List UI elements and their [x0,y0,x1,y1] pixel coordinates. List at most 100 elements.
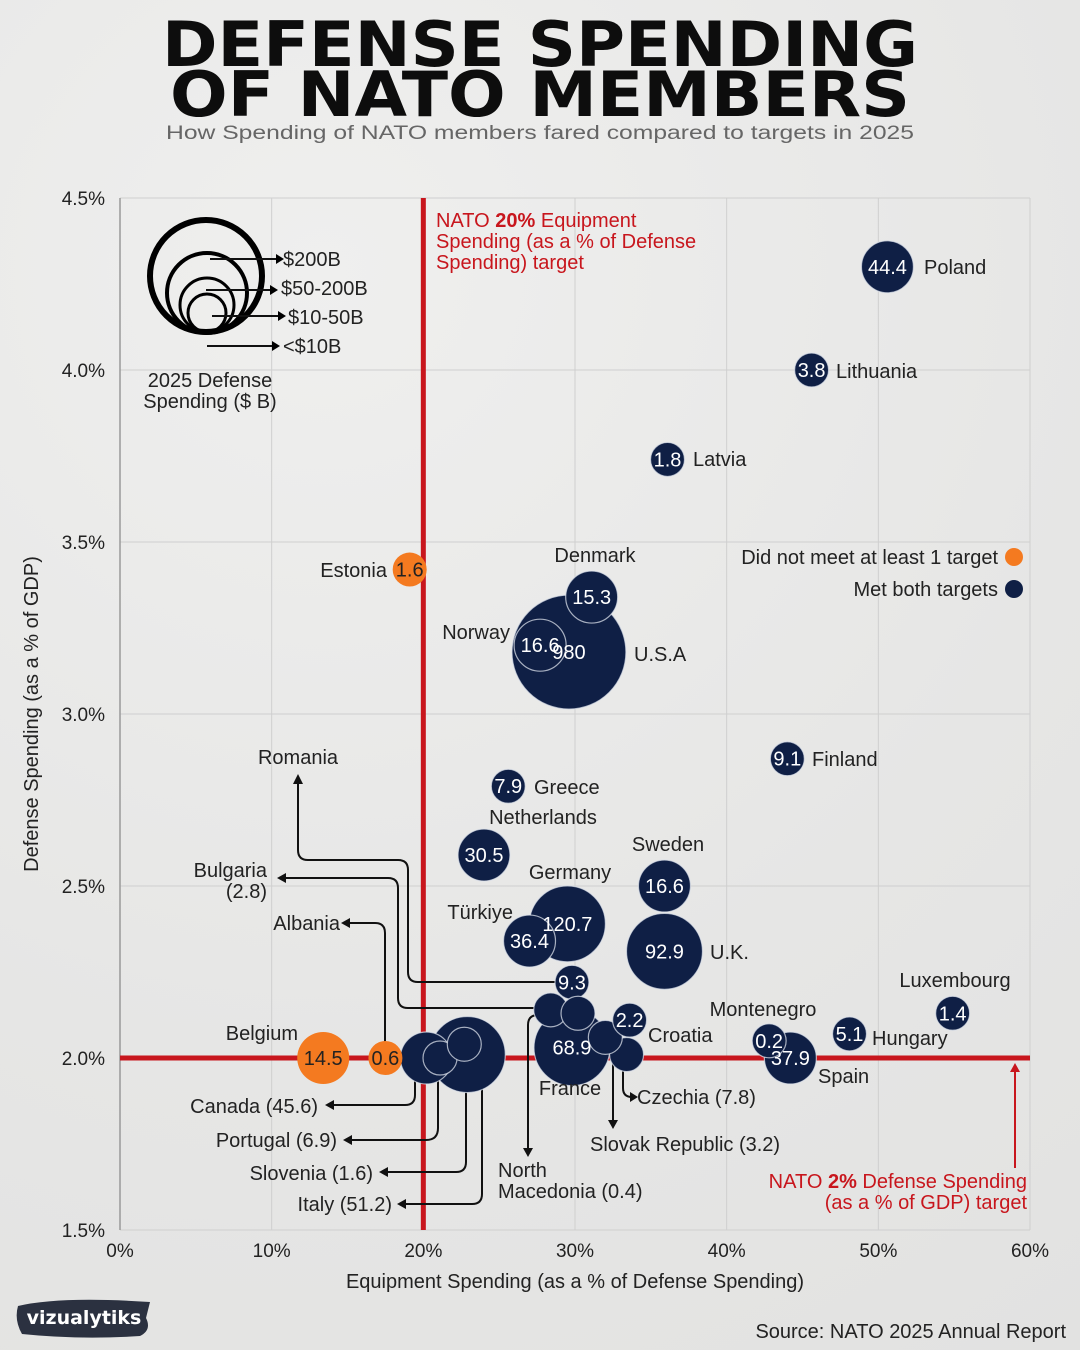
color-legend-dot-met [1005,580,1023,598]
country-label-portugal: Portugal (6.9) [216,1130,337,1152]
title-line-2: OF NATO MEMBERS [170,58,910,131]
bubble-albania [368,1041,403,1075]
country-label-latvia: Latvia [693,449,747,471]
leader-arrowhead-czechia [630,1092,638,1102]
callout-leaders [277,774,638,1209]
leader-arrowhead-north-macedonia [523,1148,533,1157]
country-label-canada: Canada (45.6) [190,1096,318,1118]
leader-arrowhead-italy [397,1199,406,1209]
leader-portugal [350,1062,439,1141]
tick-labels: 0% 10% 20% 30% 40% 50% 60% 1.5% 2.0% 2.5% 3.0% 3.5%… [62,189,1049,1262]
size-legend-label-10-50b: $10-50B [288,307,364,329]
value-label-spain: 37.9 [771,1048,810,1070]
x-axis-title: Equipment Spending (as a % of Defense Sp… [346,1271,804,1293]
country-label-poland: Poland [924,257,986,279]
bubble-slovak-republic [587,1019,623,1055]
bubble-sweden [637,859,692,913]
value-label-denmark: 15.3 [572,587,611,609]
country-label-albania: Albania [273,913,341,935]
country-label-finland: Finland [812,749,878,771]
size-legend-arrows [206,258,278,347]
x-tick-label: 20% [404,1241,442,1262]
equipment-target-annotation: NATO 20% Equipment [436,210,637,232]
country-value-bulgaria: (2.8) [226,881,267,903]
value-label-netherlands: 30.5 [465,845,504,867]
value-label-estonia: 1.6 [396,560,424,582]
bubble-greece [490,768,526,804]
size-legend: $200B $50-200B $10-50B <$10B 2025 Defens… [143,217,368,413]
value-label-croatia: 2.2 [616,1010,644,1032]
country-label-spain: Spain [818,1066,869,1088]
source-note: Source: NATO 2025 Annual Report [755,1321,1066,1343]
x-tick-label: 60% [1011,1241,1049,1262]
bubble-u-k- [625,912,704,990]
color-legend: Did not meet at least 1 target Met both … [741,547,1023,601]
leader-arrowhead-albania [341,918,350,928]
country-label-line2-north-macedonia: Macedonia (0.4) [498,1181,643,1203]
country-label-lithuania: Lithuania [836,361,918,383]
leader-canada [332,1075,416,1106]
country-label-italy: Italy (51.2) [298,1194,392,1216]
country-label-luxembourg: Luxembourg [899,970,1010,992]
country-label-estonia: Estonia [320,560,388,582]
logo-text: vizualytiks [27,1307,142,1329]
bubbles [297,240,971,1094]
title-line-1: DEFENSE SPENDING [162,8,918,81]
color-legend-label-not-met: Did not meet at least 1 target [741,547,998,569]
leader-arrowhead-slovenia [379,1167,388,1177]
value-label-belgium: 14.5 [304,1048,343,1070]
size-legend-title-line2: Spending ($ B) [143,391,276,413]
y-tick-label: 3.0% [62,705,105,726]
x-tick-label: 10% [253,1241,291,1262]
bubble-slovenia [446,1026,482,1062]
country-label-france: France [539,1078,601,1100]
value-label-latvia: 1.8 [654,449,682,471]
value-label-poland: 44.4 [868,257,907,279]
value-label-hungary: 5.1 [836,1024,864,1046]
equipment-target-annotation-line2: Spending (as a % of Defense [436,231,696,253]
subtitle: How Spending of NATO members fared compa… [166,123,914,144]
value-label-luxembourg: 1.4 [939,1003,967,1025]
bubble-luxembourg [935,995,971,1031]
value-label-finland: 9.1 [773,749,801,771]
bubble-croatia [611,1002,648,1038]
leader-arrowhead-romania [293,774,303,784]
size-legend-title: 2025 Defense [148,370,273,392]
leader-arrowhead-slovak-republic [608,1120,618,1129]
country-label-t-rkiye: Türkiye [447,902,513,924]
value-label-lithuania: 3.8 [798,360,826,382]
country-label-slovak-republic: Slovak Republic (3.2) [590,1134,780,1156]
x-tick-label: 30% [556,1241,594,1262]
bubble-belgium [297,1032,350,1084]
size-legend-circle-10-50b [178,276,236,334]
leader-arrowhead-canada [325,1100,334,1110]
country-label-bulgaria: Bulgaria [194,860,268,882]
country-label-hungary: Hungary [872,1028,948,1050]
country-label-greece: Greece [534,777,600,799]
brand-logo: vizualytiks [16,1299,150,1338]
value-label-u-s-a: 980 [552,642,585,664]
value-label-albania: 0.6 [372,1048,400,1070]
size-legend-label-lt10b: <$10B [283,336,341,358]
bubble-t-rkiye [502,914,557,968]
bubble-lithuania [793,352,830,388]
leader-slovenia [386,1050,467,1173]
value-label-germany: 120.7 [542,914,592,936]
leader-arrowhead-portugal [343,1135,352,1145]
size-legend-label-200b: $200B [283,249,341,271]
y-tick-label: 3.5% [62,533,105,554]
size-legend-label-50-200b: $50-200B [281,278,368,300]
country-label-romania: Romania [258,747,339,769]
value-label-t-rkiye: 36.4 [510,931,549,953]
country-label-denmark: Denmark [554,545,636,567]
country-label-slovenia: Slovenia (1.6) [250,1163,373,1185]
bubble-netherlands [457,828,511,882]
size-legend-circle-lt10b [186,292,228,334]
y-axis-title: Defense Spending (as a % of GDP) [21,556,43,872]
country-label-norway: Norway [442,622,510,644]
country-label-netherlands: Netherlands [489,807,597,829]
leader-italy [404,1082,483,1205]
bubble-hungary [831,1016,868,1052]
country-label-sweden: Sweden [632,834,704,856]
